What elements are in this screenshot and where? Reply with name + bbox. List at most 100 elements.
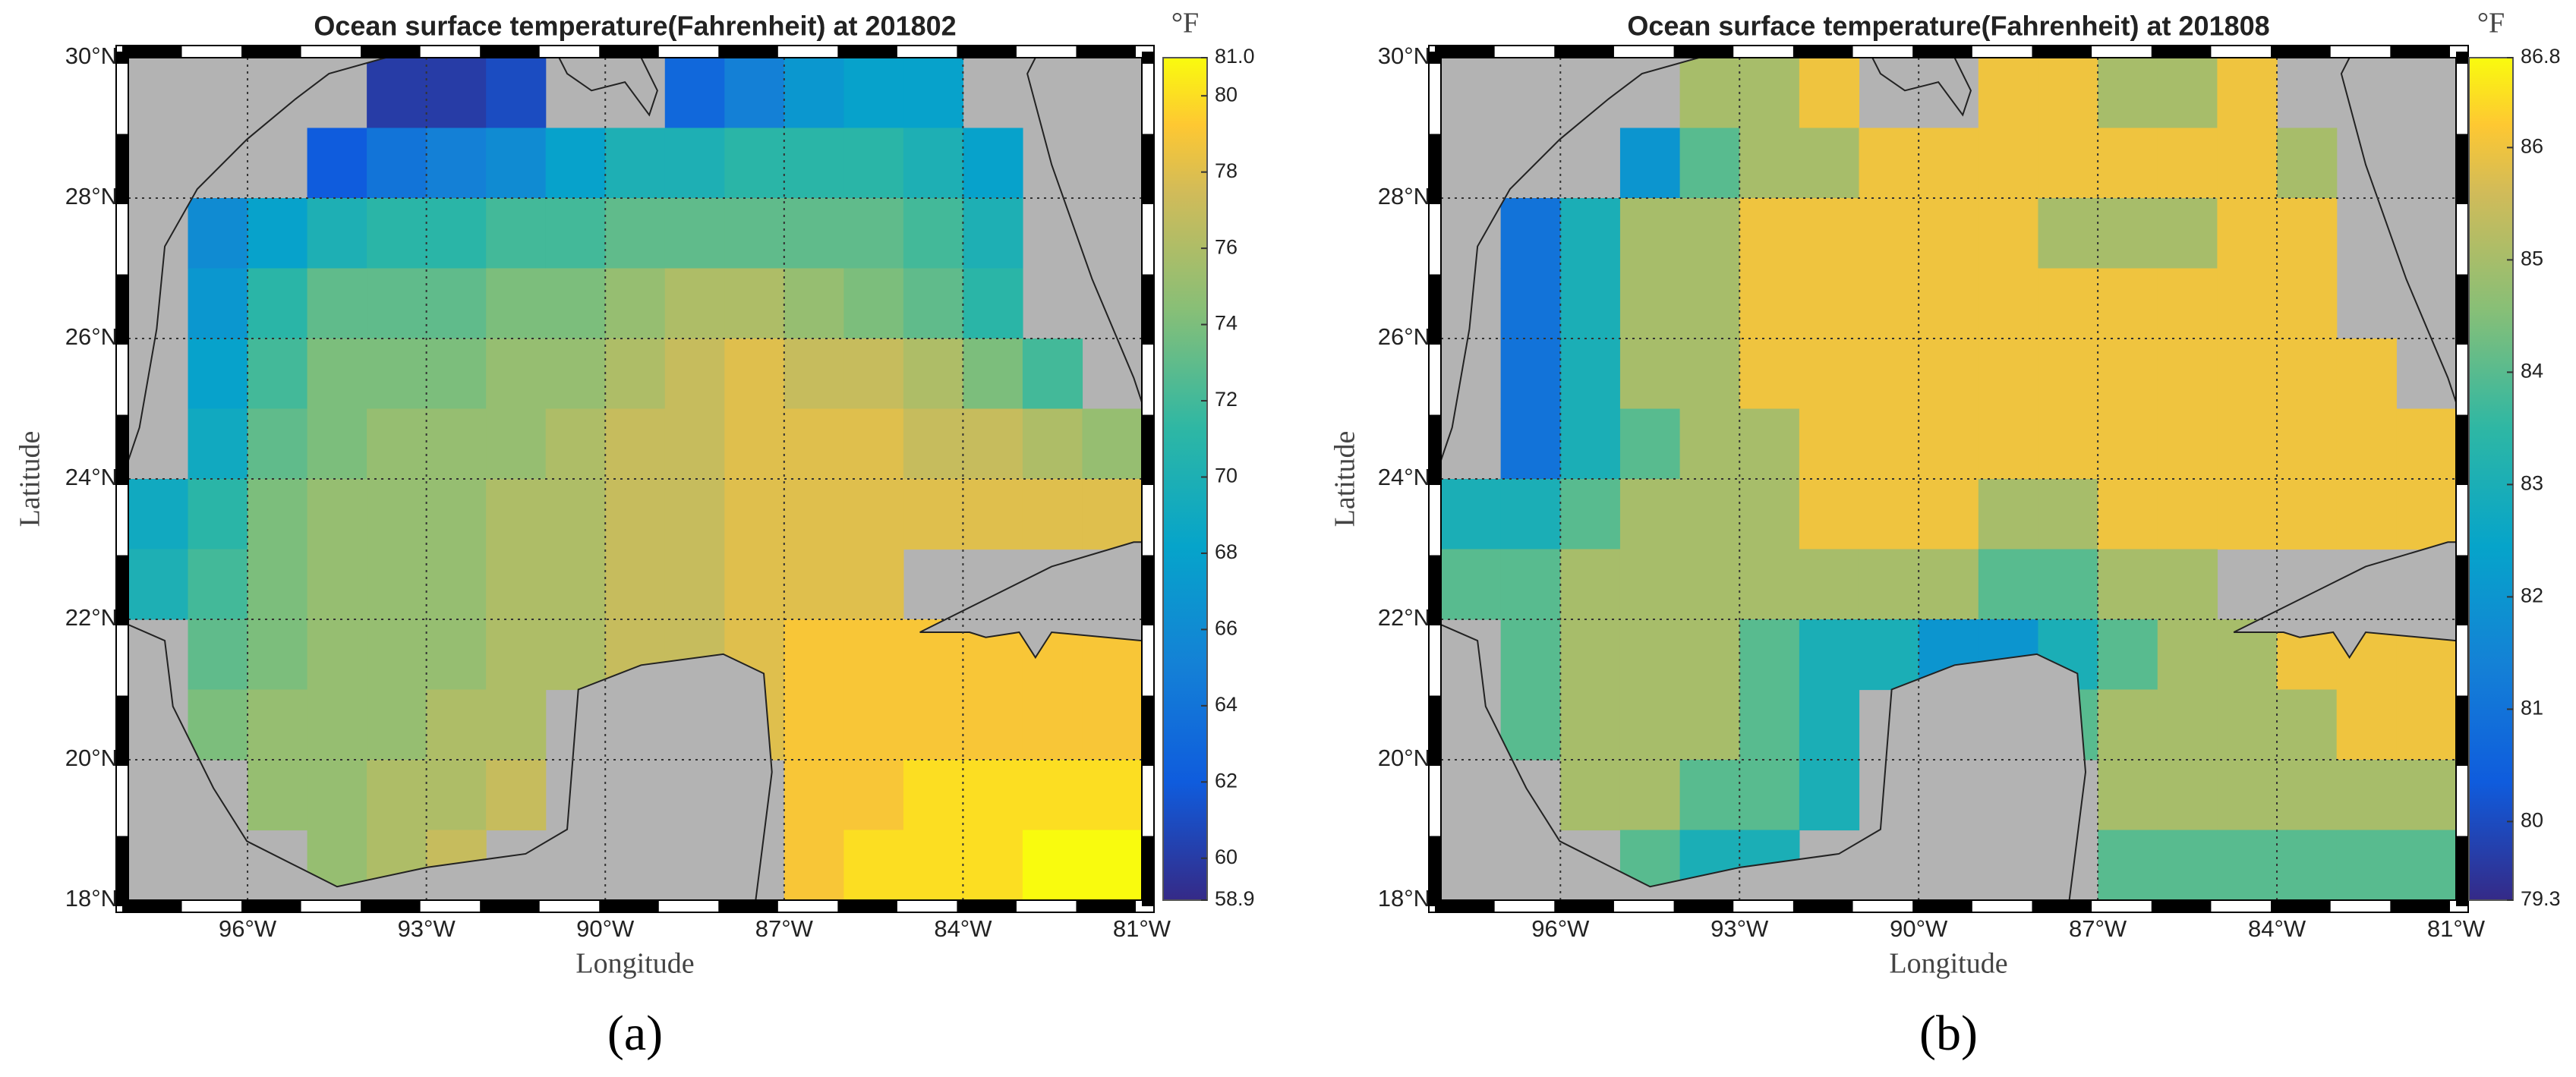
cell bbox=[903, 198, 964, 269]
caption: (b) bbox=[1919, 1006, 1978, 1061]
cell bbox=[2217, 339, 2278, 410]
cell bbox=[1619, 408, 1681, 480]
y-tick-label: 24°N bbox=[65, 464, 118, 490]
cell bbox=[307, 198, 367, 269]
cell bbox=[367, 58, 427, 129]
colorbar-tick-label: 70 bbox=[1215, 464, 1238, 487]
cell bbox=[1739, 549, 1800, 620]
cell bbox=[2157, 689, 2218, 761]
cells bbox=[1441, 58, 2456, 900]
cell bbox=[1739, 339, 1800, 410]
cell bbox=[2217, 760, 2278, 831]
cell bbox=[1978, 408, 2039, 480]
cell bbox=[963, 408, 1023, 480]
land bbox=[128, 58, 386, 461]
cell bbox=[545, 339, 606, 410]
cell bbox=[1560, 339, 1621, 410]
cell bbox=[1739, 479, 1800, 550]
cell bbox=[188, 619, 248, 691]
cell bbox=[188, 549, 248, 620]
cell bbox=[1500, 339, 1561, 410]
colorbar-tick-label: 84 bbox=[2521, 360, 2543, 383]
cell bbox=[784, 760, 844, 831]
cell bbox=[1082, 408, 1142, 480]
cell bbox=[2336, 408, 2397, 480]
cell bbox=[724, 128, 785, 199]
cell bbox=[1919, 128, 1979, 199]
cell bbox=[1739, 58, 1800, 129]
cell bbox=[1619, 128, 1681, 199]
cell bbox=[1859, 339, 1919, 410]
cell bbox=[367, 408, 427, 480]
cell bbox=[545, 128, 606, 199]
cell bbox=[1679, 198, 1740, 269]
cell bbox=[486, 198, 547, 269]
cell bbox=[664, 58, 725, 129]
cell bbox=[248, 198, 308, 269]
cell bbox=[1859, 408, 1919, 480]
cell bbox=[2396, 689, 2456, 761]
cell bbox=[367, 339, 427, 410]
colorbar-tick-label: 80 bbox=[1215, 83, 1238, 105]
cell bbox=[1978, 58, 2039, 129]
x-tick-label: 84°W bbox=[934, 915, 992, 942]
cell bbox=[1679, 408, 1740, 480]
cell bbox=[843, 58, 904, 129]
cell bbox=[367, 549, 427, 620]
cell bbox=[1978, 268, 2039, 339]
cells bbox=[128, 58, 1142, 900]
y-tick-label: 28°N bbox=[1378, 183, 1430, 209]
cell bbox=[784, 339, 844, 410]
cell bbox=[664, 549, 725, 620]
cell bbox=[2277, 479, 2338, 550]
x-tick-label: 96°W bbox=[219, 915, 277, 942]
cell bbox=[307, 619, 367, 691]
cell bbox=[188, 268, 248, 339]
cell bbox=[1859, 549, 1919, 620]
colorbar-tick-label: 85 bbox=[2521, 247, 2543, 270]
colorbar-tick-label: 79.3 bbox=[2521, 887, 2561, 910]
colorbar bbox=[2468, 57, 2514, 901]
cell bbox=[2396, 760, 2456, 831]
y-tick-label: 30°N bbox=[65, 43, 118, 69]
cell bbox=[2396, 479, 2456, 550]
cell bbox=[426, 408, 487, 480]
cell bbox=[1022, 760, 1083, 831]
cell bbox=[843, 268, 904, 339]
cell bbox=[1739, 268, 1800, 339]
cell bbox=[2157, 408, 2218, 480]
cell bbox=[367, 198, 427, 269]
cell bbox=[2157, 830, 2218, 900]
y-tick-label: 18°N bbox=[65, 885, 118, 912]
cell bbox=[2336, 760, 2397, 831]
colorbar-tick-label: 68 bbox=[1215, 540, 1238, 563]
cell bbox=[963, 479, 1023, 550]
cell bbox=[2157, 58, 2218, 129]
cell bbox=[724, 549, 785, 620]
colorbar-label: °F bbox=[1171, 8, 1199, 39]
y-tick-label: 26°N bbox=[1378, 323, 1430, 350]
cell bbox=[1679, 479, 1740, 550]
cell bbox=[784, 830, 844, 900]
cell bbox=[724, 479, 785, 550]
cell bbox=[2336, 479, 2397, 550]
cell bbox=[1799, 549, 1860, 620]
cell bbox=[2098, 128, 2158, 199]
chart-title: Ocean surface temperature(Fahrenheit) at… bbox=[314, 11, 956, 42]
y-tick-label: 24°N bbox=[1378, 464, 1430, 490]
cell bbox=[843, 689, 904, 761]
cell bbox=[605, 198, 666, 269]
cell bbox=[1560, 479, 1621, 550]
cell bbox=[1082, 689, 1142, 761]
cell bbox=[784, 689, 844, 761]
cell bbox=[1441, 479, 1502, 550]
cell bbox=[2396, 408, 2456, 480]
cell bbox=[545, 268, 606, 339]
cell bbox=[426, 549, 487, 620]
cell bbox=[903, 128, 964, 199]
cell bbox=[2098, 619, 2158, 691]
cell bbox=[1560, 689, 1621, 761]
cell bbox=[1560, 549, 1621, 620]
cell bbox=[2277, 830, 2338, 900]
cell bbox=[2336, 339, 2397, 410]
